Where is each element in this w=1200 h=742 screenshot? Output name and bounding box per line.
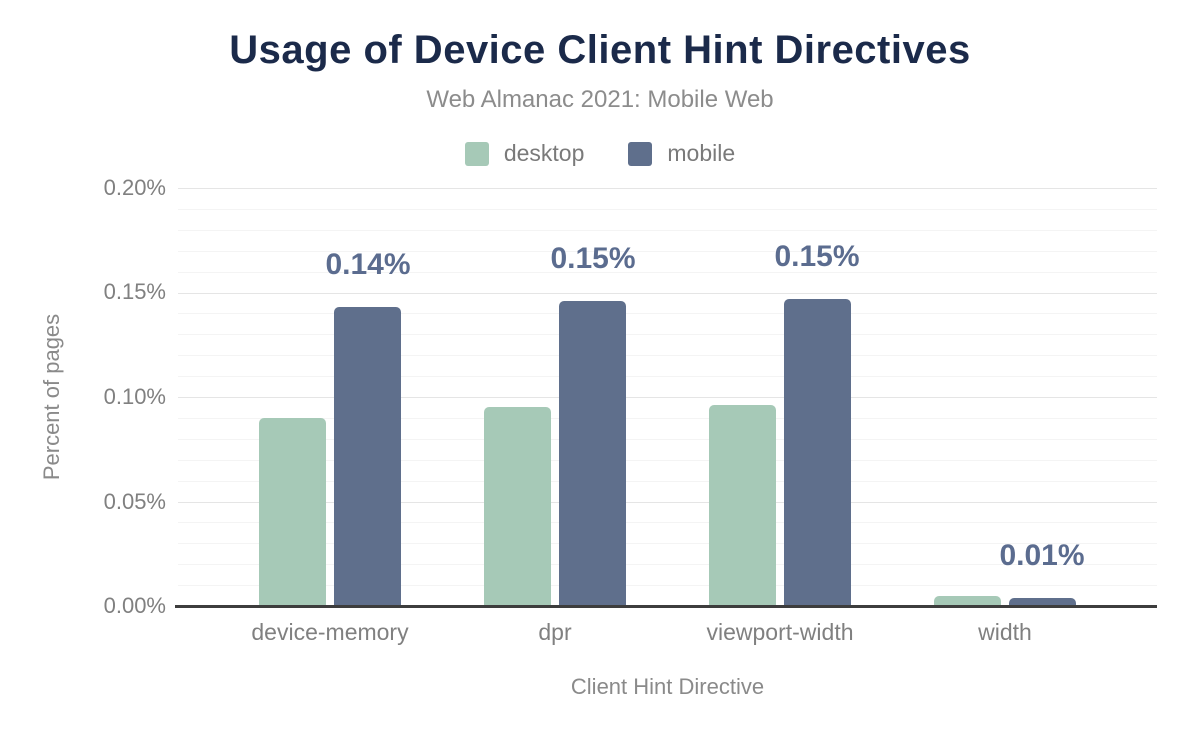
chart-subtitle: Web Almanac 2021: Mobile Web	[426, 86, 774, 113]
bar-value-label: 0.15%	[550, 242, 636, 275]
desktop-swatch-icon	[464, 141, 489, 166]
bar-mobile-device-memory	[334, 307, 401, 608]
bar-mobile-width	[1009, 598, 1076, 608]
bar-desktop-dpr	[484, 407, 551, 608]
gridline-minor	[178, 376, 1157, 377]
y-tick-label: 0.00%	[103, 593, 166, 618]
gridline-minor	[178, 272, 1157, 273]
gridline-major	[178, 188, 1157, 189]
y-tick-label: 0.10%	[103, 384, 166, 409]
gridline-major	[178, 293, 1157, 294]
gridline-minor	[178, 230, 1157, 231]
legend: desktop mobile	[0, 140, 1200, 167]
bar-mobile-dpr	[559, 301, 626, 608]
gridline-minor	[178, 334, 1157, 335]
chart-title: Usage of Device Client Hint Directives	[229, 28, 971, 72]
bar-value-label: 0.01%	[999, 539, 1085, 572]
x-axis-title: Client Hint Directive	[570, 674, 765, 699]
legend-label-desktop: desktop	[503, 140, 585, 166]
y-tick-label: 0.15%	[103, 279, 166, 304]
gridline-minor	[178, 564, 1157, 565]
legend-label-mobile: mobile	[667, 140, 736, 166]
y-tick-label: 0.05%	[103, 489, 166, 514]
legend-item-mobile: mobile	[628, 140, 735, 167]
x-tick-label: width	[978, 619, 1032, 645]
y-tick-label: 0.20%	[103, 175, 166, 200]
gridline-minor	[178, 209, 1157, 210]
y-axis-title: Percent of pages	[39, 313, 64, 481]
gridline-minor	[178, 418, 1157, 419]
bar-mobile-viewport-width	[784, 299, 851, 608]
x-tick-label: device-memory	[251, 619, 409, 645]
gridline-minor	[178, 481, 1157, 482]
gridline-minor	[178, 355, 1157, 356]
gridline-minor	[178, 313, 1157, 314]
bar-desktop-viewport-width	[709, 405, 776, 608]
x-tick-label: dpr	[538, 619, 572, 645]
legend-item-desktop: desktop	[464, 140, 585, 167]
gridline-minor	[178, 460, 1157, 461]
gridline-major	[178, 397, 1157, 398]
bar-desktop-device-memory	[259, 418, 326, 608]
x-axis-line	[175, 605, 1157, 608]
gridline-major	[178, 502, 1157, 503]
gridline-minor	[178, 251, 1157, 252]
gridline-minor	[178, 439, 1157, 440]
gridline-minor	[178, 585, 1157, 586]
gridline-minor	[178, 522, 1157, 523]
x-tick-label: viewport-width	[706, 619, 854, 645]
bar-value-label: 0.14%	[325, 248, 411, 281]
bar-value-label: 0.15%	[774, 240, 860, 273]
gridline-minor	[178, 543, 1157, 544]
mobile-swatch-icon	[628, 141, 653, 166]
